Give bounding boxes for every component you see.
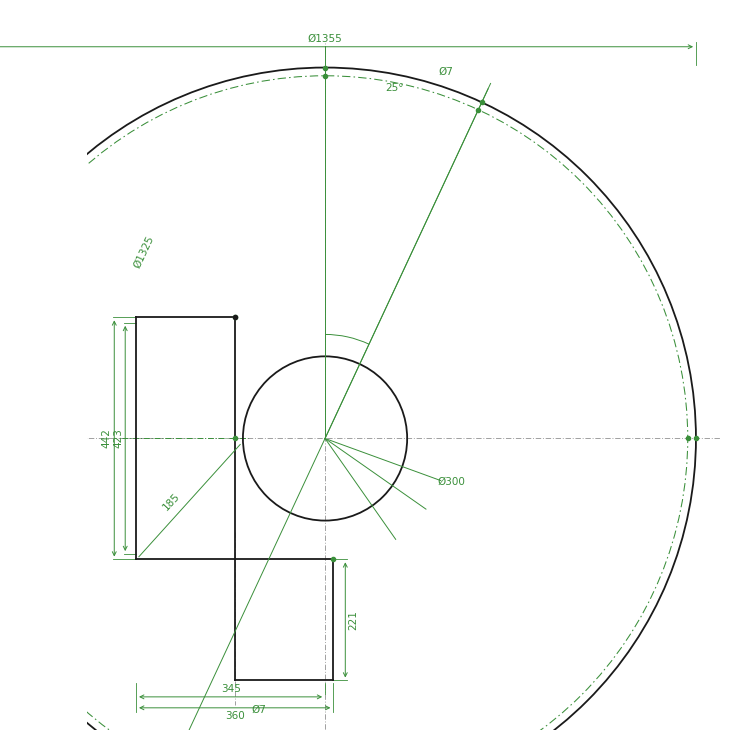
Text: 360: 360	[225, 711, 245, 720]
Text: 185: 185	[162, 491, 183, 512]
Text: Ø1355: Ø1355	[307, 34, 343, 44]
Text: Ø300: Ø300	[438, 477, 465, 487]
Text: 25°: 25°	[385, 83, 404, 94]
Text: Ø7: Ø7	[252, 705, 267, 715]
Text: 345: 345	[221, 684, 241, 694]
Text: Ø1325: Ø1325	[132, 234, 156, 270]
Text: Ø7: Ø7	[438, 67, 453, 77]
Text: 423: 423	[113, 429, 123, 448]
Text: 221: 221	[348, 610, 358, 630]
Text: 442: 442	[102, 429, 111, 448]
